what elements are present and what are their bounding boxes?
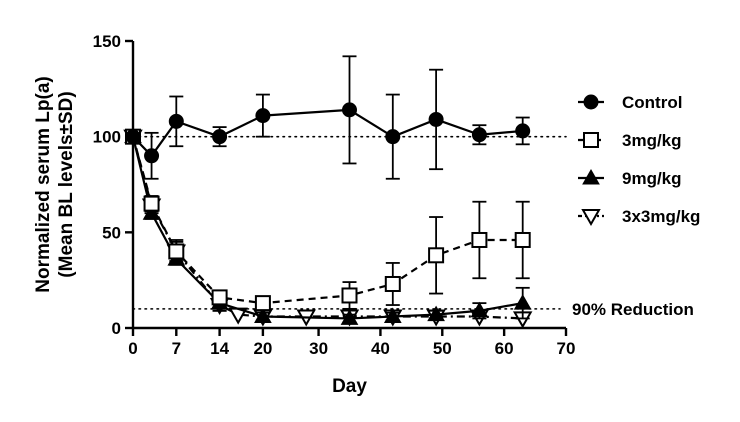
y-tick-label: 50 xyxy=(102,223,121,242)
series-line-3x3mg-kg xyxy=(131,136,523,320)
data-point-control xyxy=(342,102,357,118)
legend-item-control: Control xyxy=(578,93,682,112)
series-line-control xyxy=(132,108,523,157)
data-point-control xyxy=(168,113,184,129)
y-tick-label: 100 xyxy=(93,128,121,147)
data-point-3mg-kg xyxy=(168,243,185,260)
data-point-9mg-kg xyxy=(383,307,402,324)
data-point-9mg-kg xyxy=(427,305,445,322)
x-tick-label: 40 xyxy=(371,339,390,358)
data-point-3mg-kg xyxy=(341,287,358,304)
y-tick-label: 150 xyxy=(93,32,121,51)
x-tick-label: 30 xyxy=(309,339,328,358)
data-point-control xyxy=(144,148,160,164)
data-point-3mg-kg xyxy=(143,195,160,212)
data-point-3mg-kg xyxy=(384,275,401,292)
series-line-3mg-kg xyxy=(131,136,523,305)
data-point-3mg-kg xyxy=(514,231,531,248)
x-tick-label: 14 xyxy=(210,339,229,358)
y-tick-label: 0 xyxy=(112,319,121,338)
y-axis-title-line-2: (Mean BL levels±SD) xyxy=(56,91,77,277)
legend-label: 3x3mg/kg xyxy=(622,207,700,226)
legend-item-9mg-kg: 9mg/kg xyxy=(578,168,682,188)
data-point-control xyxy=(212,129,228,145)
series-3x3mg-kg xyxy=(123,129,533,329)
x-tick-label: 50 xyxy=(433,339,452,358)
data-point-control xyxy=(428,111,444,127)
x-tick-label: 70 xyxy=(557,339,576,358)
data-point-control xyxy=(515,123,531,139)
data-point-3mg-kg xyxy=(254,295,271,312)
series-3mg-kg xyxy=(125,128,531,312)
data-point-3mg-kg xyxy=(211,289,228,306)
data-point-3mg-kg xyxy=(471,231,488,248)
legend-label: 9mg/kg xyxy=(622,169,682,188)
legend-item-3x3mg-kg: 3x3mg/kg xyxy=(578,207,700,227)
axes: 0 50 100 150 0 7 14 20 30 40 50 60 70 xyxy=(93,32,576,358)
reference-line-label: 90% Reduction xyxy=(572,300,694,319)
legend-item-3mg-kg: 3mg/kg xyxy=(578,131,682,150)
legend-swatch-marker xyxy=(582,168,600,185)
data-point-9mg-kg xyxy=(340,309,359,325)
legend-swatch-marker xyxy=(583,132,599,148)
data-point-control xyxy=(385,129,401,145)
data-point-control xyxy=(255,108,271,124)
legend-swatch-marker xyxy=(583,94,599,110)
series-control xyxy=(125,55,531,180)
data-point-9mg-kg xyxy=(513,294,532,310)
plot-area: 90% Reduction xyxy=(123,55,694,329)
x-tick-label: 20 xyxy=(253,339,272,358)
data-point-3mg-kg xyxy=(428,247,445,264)
legend: Control 3mg/kg 9mg/kg 3x3mg/kg xyxy=(578,93,700,227)
x-tick-label: 7 xyxy=(172,339,181,358)
y-axis-title-line-1: Normalized serum Lp(a) xyxy=(33,76,54,292)
data-point-9mg-kg xyxy=(470,301,489,318)
legend-label: Control xyxy=(622,93,682,112)
x-axis-title: Day xyxy=(332,376,367,397)
x-tick-label: 60 xyxy=(495,339,514,358)
x-tick-label: 0 xyxy=(128,339,137,358)
legend-swatch-marker xyxy=(581,209,601,227)
data-point-9mg-kg xyxy=(254,307,272,324)
data-point-control xyxy=(471,127,487,143)
series-line-9mg-kg xyxy=(131,136,523,320)
legend-label: 3mg/kg xyxy=(622,131,682,150)
series-9mg-kg xyxy=(124,127,532,325)
